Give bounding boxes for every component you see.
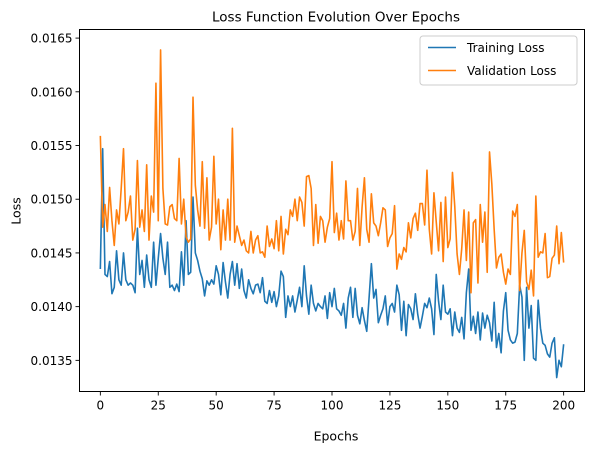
y-tick-label: 0.0160 [31, 85, 73, 99]
legend-label-validation: Validation Loss [467, 64, 556, 78]
x-tick-label: 0 [97, 399, 105, 413]
y-axis: 0.0135 0.0140 0.0145 0.0150 0.0155 0.0160 0.01… [31, 32, 80, 368]
x-tick-label: 125 [378, 399, 401, 413]
x-tick-label: 75 [266, 399, 281, 413]
x-tick-label: 100 [321, 399, 344, 413]
x-axis-label: Epochs [314, 429, 359, 444]
series-line-training-loss [99, 147, 565, 379]
legend-box [419, 35, 578, 86]
y-tick-label: 0.0135 [31, 354, 73, 368]
legend: Training Loss Validation Loss [419, 35, 578, 86]
y-tick-label: 0.0150 [31, 193, 73, 207]
y-tick-label: 0.0155 [31, 139, 73, 153]
y-tick-label: 0.0140 [31, 300, 73, 314]
x-tick-label: 150 [436, 399, 459, 413]
legend-label-training: Training Loss [466, 41, 544, 55]
series-line-validation-loss [99, 49, 565, 297]
x-tick-label: 25 [151, 399, 166, 413]
y-tick-label: 0.0165 [31, 32, 73, 46]
x-tick-label: 175 [494, 399, 517, 413]
x-axis: 0 25 50 75 100 125 150 175 200 [97, 391, 575, 413]
chart-title: Loss Function Evolution Over Epochs [212, 10, 460, 26]
x-tick-label: 50 [209, 399, 224, 413]
series-layer [99, 49, 565, 379]
y-axis-label: Loss [9, 197, 24, 224]
y-tick-label: 0.0145 [31, 246, 73, 260]
x-tick-label: 200 [552, 399, 575, 413]
